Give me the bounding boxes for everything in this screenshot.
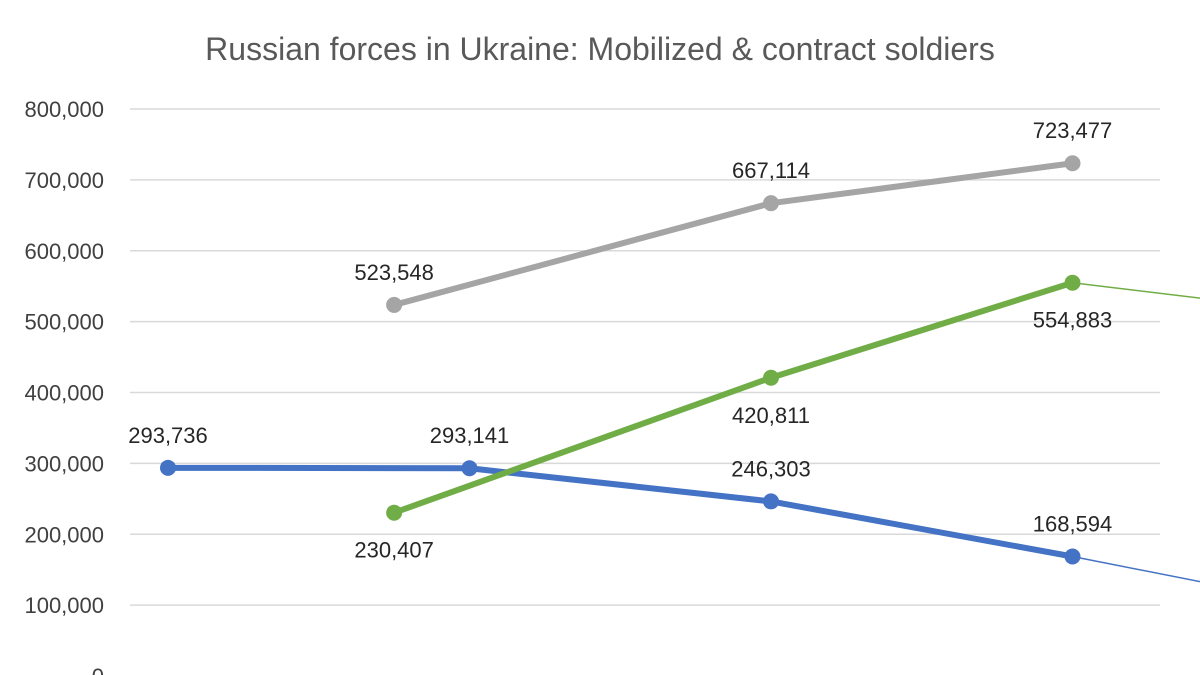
green-data-label: 420,811	[732, 403, 810, 428]
gray-data-point	[386, 296, 403, 313]
y-tick-label: 800,000	[24, 97, 104, 122]
gray-data-point	[1064, 155, 1081, 172]
blue-series-line	[165, 464, 1076, 560]
gridlines	[130, 108, 1160, 606]
green-data-point	[386, 504, 403, 521]
y-tick-label: 300,000	[24, 451, 104, 476]
gray-data-label: 523,548	[354, 260, 434, 285]
y-tick-label: 600,000	[24, 239, 104, 264]
chart-title: Russian forces in Ukraine: Mobilized & c…	[205, 31, 995, 67]
gray-data-point	[763, 195, 779, 212]
y-tick-label: 0	[92, 664, 104, 675]
y-tick-label: 500,000	[24, 310, 104, 335]
series-lines	[160, 155, 1200, 583]
blue-data-label: 168,594	[1033, 512, 1113, 537]
blue-data-label: 293,141	[430, 423, 510, 448]
green-projection-line	[1072, 281, 1200, 299]
y-tick-label: 200,000	[24, 522, 104, 547]
blue-data-point	[461, 460, 478, 477]
gray-data-label: 723,477	[1033, 118, 1113, 143]
y-tick-label: 400,000	[24, 381, 104, 406]
blue-projection-line	[1072, 555, 1200, 583]
data-labels: 293,736 293,141 246,303 168,594 230,407 420,8…	[128, 118, 1112, 562]
blue-data-point	[1064, 548, 1081, 565]
y-axis-tick-labels: 0 100,000 200,000 300,000 400,000 500,000 600,…	[24, 97, 104, 675]
green-data-label: 230,407	[354, 538, 434, 563]
y-tick-label: 700,000	[24, 168, 104, 193]
blue-data-point	[763, 493, 779, 510]
blue-data-label: 246,303	[731, 456, 811, 481]
green-data-point	[763, 369, 779, 386]
green-data-label: 554,883	[1033, 308, 1113, 333]
gray-data-label: 667,114	[732, 158, 810, 183]
blue-data-point	[160, 459, 176, 476]
y-tick-label: 100,000	[24, 593, 104, 618]
blue-data-label: 293,736	[128, 423, 208, 448]
green-data-point	[1064, 274, 1081, 291]
gray-series-line	[391, 160, 1076, 308]
